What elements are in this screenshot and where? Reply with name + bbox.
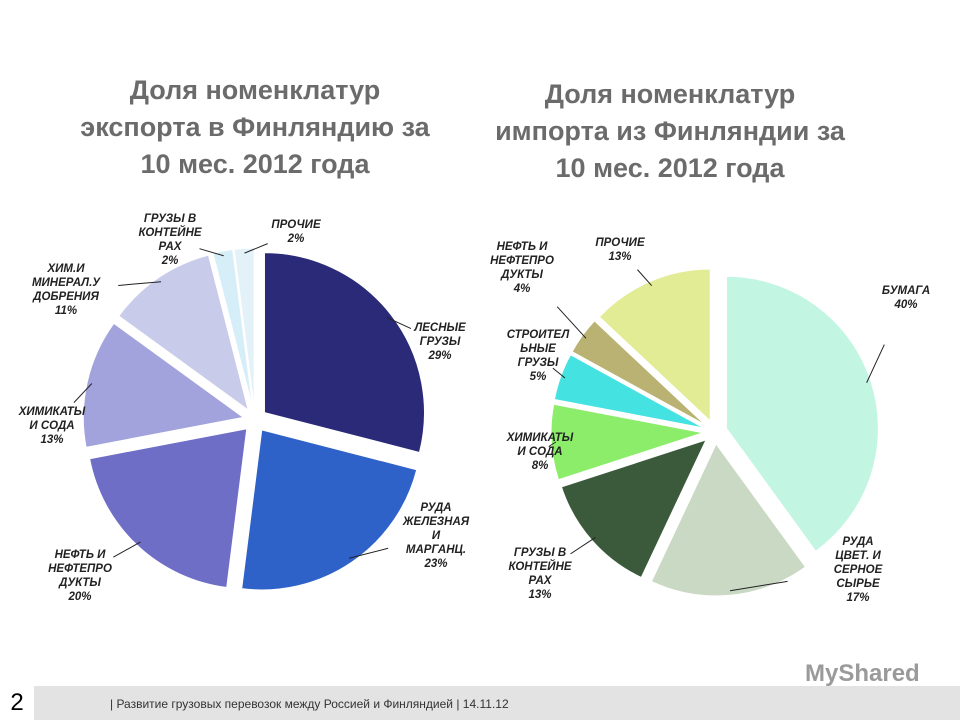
slice-label: БУМАГА 40%	[882, 284, 930, 312]
watermark: MyShared	[805, 660, 920, 687]
slice-label: НЕФТЬ И НЕФТЕПРО ДУКТЫ 4%	[490, 240, 554, 296]
slice-label: ГРУЗЫ В КОНТЕЙНЕ РАХ 13%	[508, 546, 571, 602]
leader-line	[556, 306, 587, 339]
leader-line	[552, 367, 566, 379]
pie-slice	[241, 429, 418, 591]
slice-label: ХИМИКАТЫ И СОДА 8%	[507, 431, 574, 473]
pie-slice	[233, 247, 255, 409]
category-label: ХИМ.И МИНЕРАЛ.У ДОБРЕНИЯ	[31, 263, 101, 303]
category-label: ХИМИКАТЫ И СОДА	[506, 432, 574, 458]
leader-line	[199, 248, 224, 257]
leader-line	[244, 243, 268, 254]
slice-label: СТРОИТЕЛ ЬНЫЕ ГРУЗЫ 5%	[507, 328, 570, 384]
slice-label: ПРОЧИЕ 2%	[271, 218, 320, 246]
value-label: 13%	[40, 434, 64, 446]
slice-label: ХИМИКАТЫ И СОДА 13%	[19, 405, 86, 447]
leader-line	[729, 580, 788, 592]
leader-line	[73, 383, 93, 403]
value-label: 13%	[608, 251, 632, 263]
leader-line	[113, 541, 141, 558]
category-label: НЕФТЬ И НЕФТЕПРО ДУКТЫ	[490, 241, 554, 281]
value-label: 11%	[54, 305, 78, 317]
value-label: 4%	[513, 283, 531, 295]
value-label: 8%	[531, 460, 549, 472]
category-label: РУДА ЖЕЛЕЗНАЯ И МАРГАНЦ.	[402, 502, 470, 556]
value-label: 13%	[528, 589, 552, 601]
pie-slice	[571, 320, 706, 426]
value-label: 5%	[529, 371, 547, 383]
value-label: 20%	[68, 591, 92, 603]
slice-label: ХИМ.И МИНЕРАЛ.У ДОБРЕНИЯ 11%	[32, 262, 100, 318]
pie-slice	[725, 275, 879, 552]
slice-label: ГРУЗЫ В КОНТЕЙНЕ РАХ 2%	[138, 212, 201, 268]
chart-title: Доля номенклатур экспорта в Финляндию за…	[80, 75, 430, 179]
category-label: БУМАГА	[881, 285, 931, 297]
value-label: 23%	[424, 558, 448, 570]
category-label: ПРОЧИЕ	[271, 219, 321, 231]
value-label: 2%	[287, 233, 305, 245]
footer-bar	[0, 686, 960, 720]
pie-slice	[553, 354, 704, 429]
pie-slice	[560, 439, 707, 579]
pie-slice	[550, 403, 704, 481]
leader-line	[866, 344, 885, 383]
value-label: 29%	[428, 350, 452, 362]
slice-label: НЕФТЬ И НЕФТЕПРО ДУКТЫ 20%	[48, 548, 112, 604]
leader-line	[570, 537, 596, 555]
pie-slice	[212, 248, 254, 409]
slice-label: РУДА ЖЕЛЕЗНАЯ И МАРГАНЦ. 23%	[403, 501, 469, 571]
pie-slice	[82, 322, 245, 448]
slice-label: РУДА ЦВЕТ. И СЕРНОЕ СЫРЬЕ 17%	[834, 535, 883, 605]
leader-line	[548, 441, 557, 447]
footer-text: | Развитие грузовых перевозок между Росс…	[110, 697, 509, 711]
leader-line	[637, 269, 653, 287]
chart-title: Доля номенклатур импорта из Финляндии за…	[495, 79, 845, 183]
page-number: 2	[0, 686, 34, 720]
category-label: ГРУЗЫ В КОНТЕЙНЕ РАХ	[138, 213, 202, 253]
category-label: ХИМИКАТЫ И СОДА	[18, 406, 86, 432]
slice-label: ПРОЧИЕ 13%	[595, 236, 644, 264]
category-label: СТРОИТЕЛ ЬНЫЕ ГРУЗЫ	[506, 329, 570, 369]
leader-line	[348, 547, 389, 559]
pie-slice	[118, 254, 250, 412]
value-label: 17%	[846, 592, 870, 604]
category-label: ПРОЧИЕ	[595, 237, 645, 249]
slice-label: ЛЕСНЫЕ ГРУЗЫ 29%	[414, 321, 465, 363]
value-label: 40%	[894, 299, 918, 311]
category-label: НЕФТЬ И НЕФТЕПРО ДУКТЫ	[48, 549, 112, 589]
pie-slice	[89, 428, 248, 589]
value-label: 2%	[161, 255, 179, 267]
category-label: ГРУЗЫ В КОНТЕЙНЕ РАХ	[508, 547, 572, 587]
leader-line	[118, 281, 162, 286]
pie-slice	[650, 442, 807, 597]
category-label: РУДА ЦВЕТ. И СЕРНОЕ СЫРЬЕ	[833, 536, 883, 590]
leader-line	[386, 317, 412, 329]
pie-slice	[598, 268, 711, 423]
category-label: ЛЕСНЫЕ ГРУЗЫ	[414, 322, 466, 348]
pie-slice	[263, 252, 425, 454]
